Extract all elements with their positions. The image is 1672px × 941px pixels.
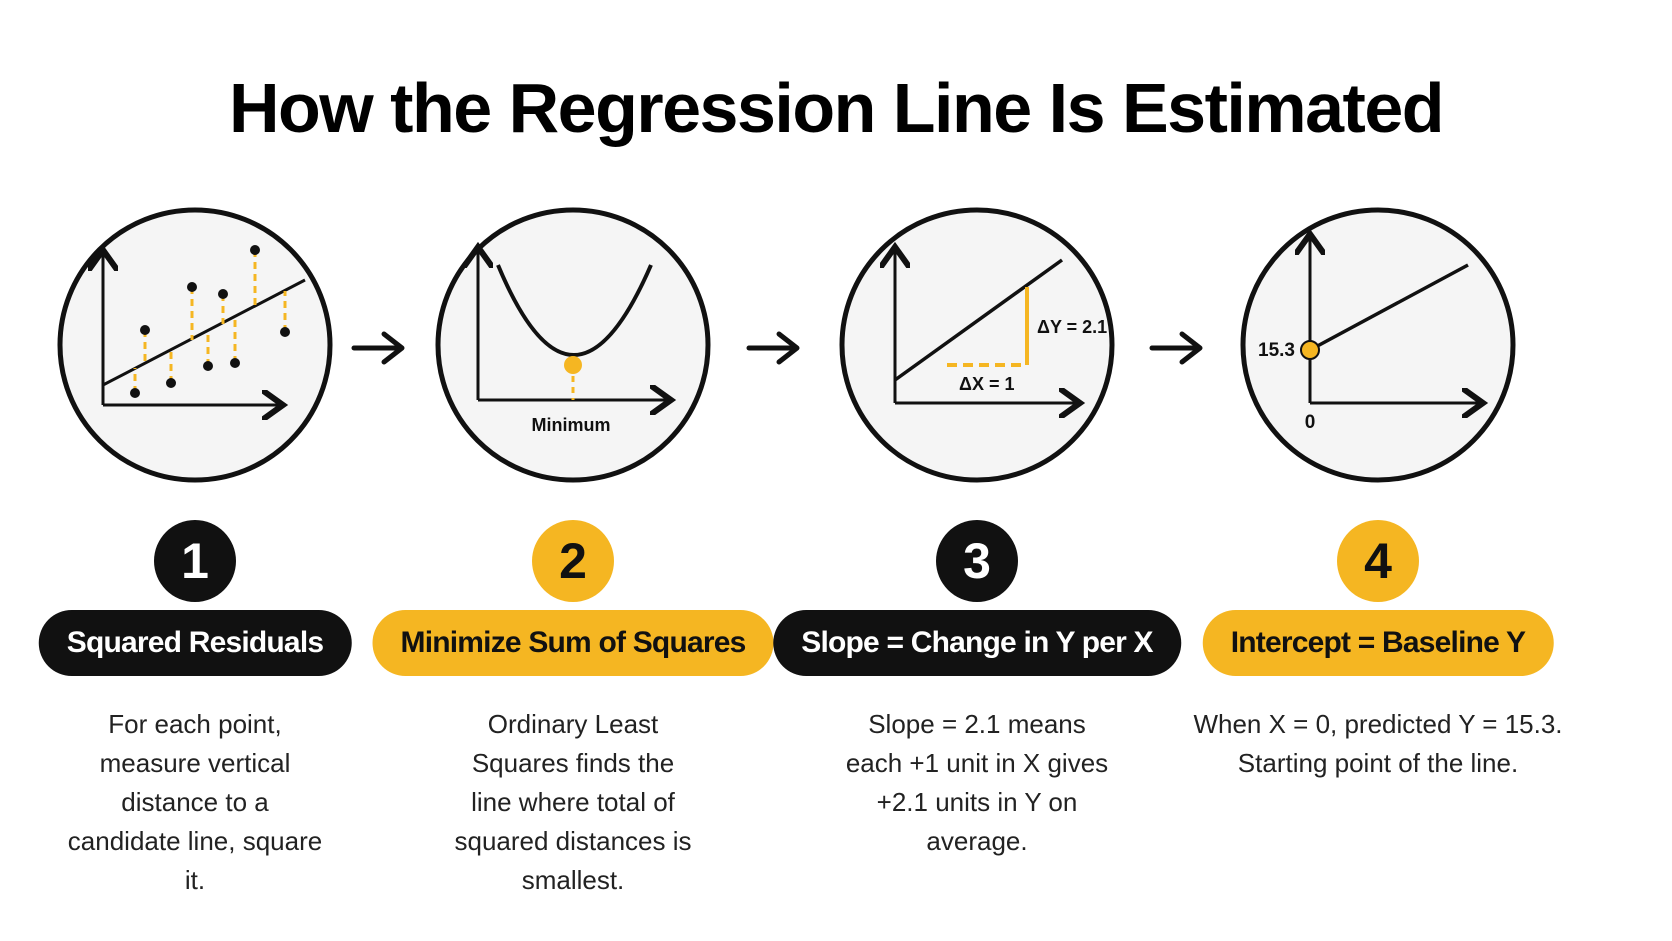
delta-y-label: ΔY = 2.1 [1037, 317, 1107, 337]
step-label-1: Squared Residuals [38, 610, 352, 676]
arrow-right-icon [1148, 328, 1208, 368]
step-description-2: Ordinary Least Squares finds the line wh… [454, 709, 692, 895]
page-title: How the Regression Line Is Estimated [228, 69, 1445, 147]
step-description-4: When X = 0, predicted Y = 15.3. Starting… [1193, 709, 1563, 778]
delta-x-label: ΔX = 1 [959, 374, 1014, 394]
minimum-label: Minimum [532, 415, 611, 435]
arrow-right-icon [350, 328, 410, 368]
step-number-4: 4 [1337, 520, 1419, 602]
step-number-1: 1 [154, 520, 236, 602]
intercept-line-icon: 15.3 0 [1228, 195, 1528, 495]
origin-label: 0 [1305, 412, 1316, 433]
step-label-3: Slope = Change in Y per X [773, 610, 1181, 676]
step-description-1: For each point, measure vertical distanc… [67, 709, 323, 895]
arrow-right-icon [745, 328, 805, 368]
step-label-4: Intercept = Baseline Y [1202, 610, 1554, 676]
parabola-minimum-icon: Minimum [423, 195, 723, 495]
step-label-2: Minimize Sum of Squares [372, 610, 774, 676]
step-description-3: Slope = 2.1 means each +1 unit in X give… [845, 709, 1109, 856]
scatter-residuals-icon [45, 195, 345, 495]
slope-triangle-icon: ΔY = 2.1 ΔX = 1 [827, 195, 1127, 495]
step-number-2: 2 [532, 520, 614, 602]
step-number-3: 3 [936, 520, 1018, 602]
intercept-value-label: 15.3 [1258, 340, 1295, 361]
